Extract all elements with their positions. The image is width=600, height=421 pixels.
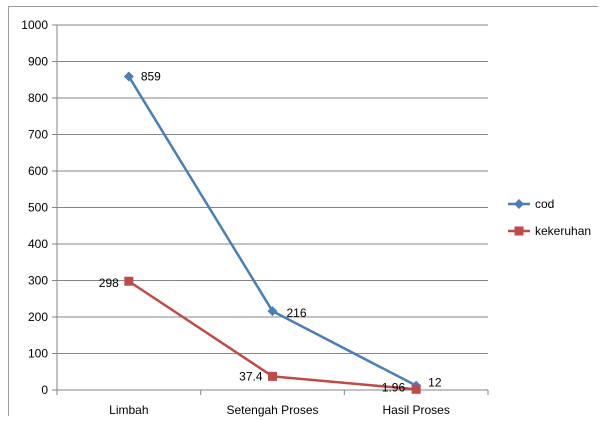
- data-label-cod-0: 859: [141, 69, 161, 83]
- legend-item-cod: cod: [508, 197, 554, 211]
- y-tick-label-500: 500: [28, 201, 48, 215]
- gridlines: [57, 24, 488, 354]
- x-axis-ticks: Limbah Setengah Proses Hasil Proses: [56, 390, 489, 417]
- series-line-cod: [127, 75, 417, 387]
- y-tick-label-100: 100: [28, 347, 48, 361]
- legend-label-cod: cod: [535, 197, 554, 211]
- y-tick-label-300: 300: [28, 274, 48, 288]
- x-tick-label-1: Setengah Proses: [226, 403, 318, 417]
- data-label-cod-2: 12: [428, 376, 442, 390]
- y-tick-label-800: 800: [28, 91, 48, 105]
- data-label-kekeruhan-0: 298: [99, 276, 119, 290]
- point-kekeruhan-2: [411, 384, 421, 394]
- y-axis-ticks: 0 100 200 300 400 500 600 700 800 900 1000: [21, 18, 57, 397]
- data-label-kekeruhan-1: 37.4: [239, 369, 263, 383]
- point-kekeruhan-0: [124, 276, 134, 286]
- y-tick-label-600: 600: [28, 164, 48, 178]
- x-tick-label-2: Hasil Proses: [382, 403, 449, 417]
- point-cod-0: [123, 71, 134, 82]
- y-tick-label-900: 900: [28, 55, 48, 69]
- legend-label-kekeruhan: kekeruhan: [535, 224, 591, 238]
- y-tick-label-700: 700: [28, 128, 48, 142]
- y-tick-label-1000: 1000: [21, 18, 48, 32]
- y-tick-label-400: 400: [28, 237, 48, 251]
- data-labels: 859 216 12 298 37.4 1.96: [99, 69, 442, 394]
- legend-marker-kekeruhan: [514, 226, 524, 236]
- series-group: [123, 71, 422, 394]
- data-label-cod-1: 216: [287, 306, 307, 320]
- data-label-kekeruhan-2: 1.96: [382, 380, 406, 394]
- legend-marker-cod: [514, 199, 524, 209]
- x-tick-label-0: Limbah: [109, 403, 148, 417]
- point-kekeruhan-1: [268, 371, 277, 381]
- y-tick-label-0: 0: [41, 383, 48, 397]
- y-tick-label-200: 200: [28, 310, 48, 324]
- legend: cod kekeruhan: [508, 197, 591, 238]
- legend-item-kekeruhan: kekeruhan: [508, 224, 591, 238]
- point-cod-1: [267, 306, 278, 317]
- chart-frame: [8, 6, 598, 416]
